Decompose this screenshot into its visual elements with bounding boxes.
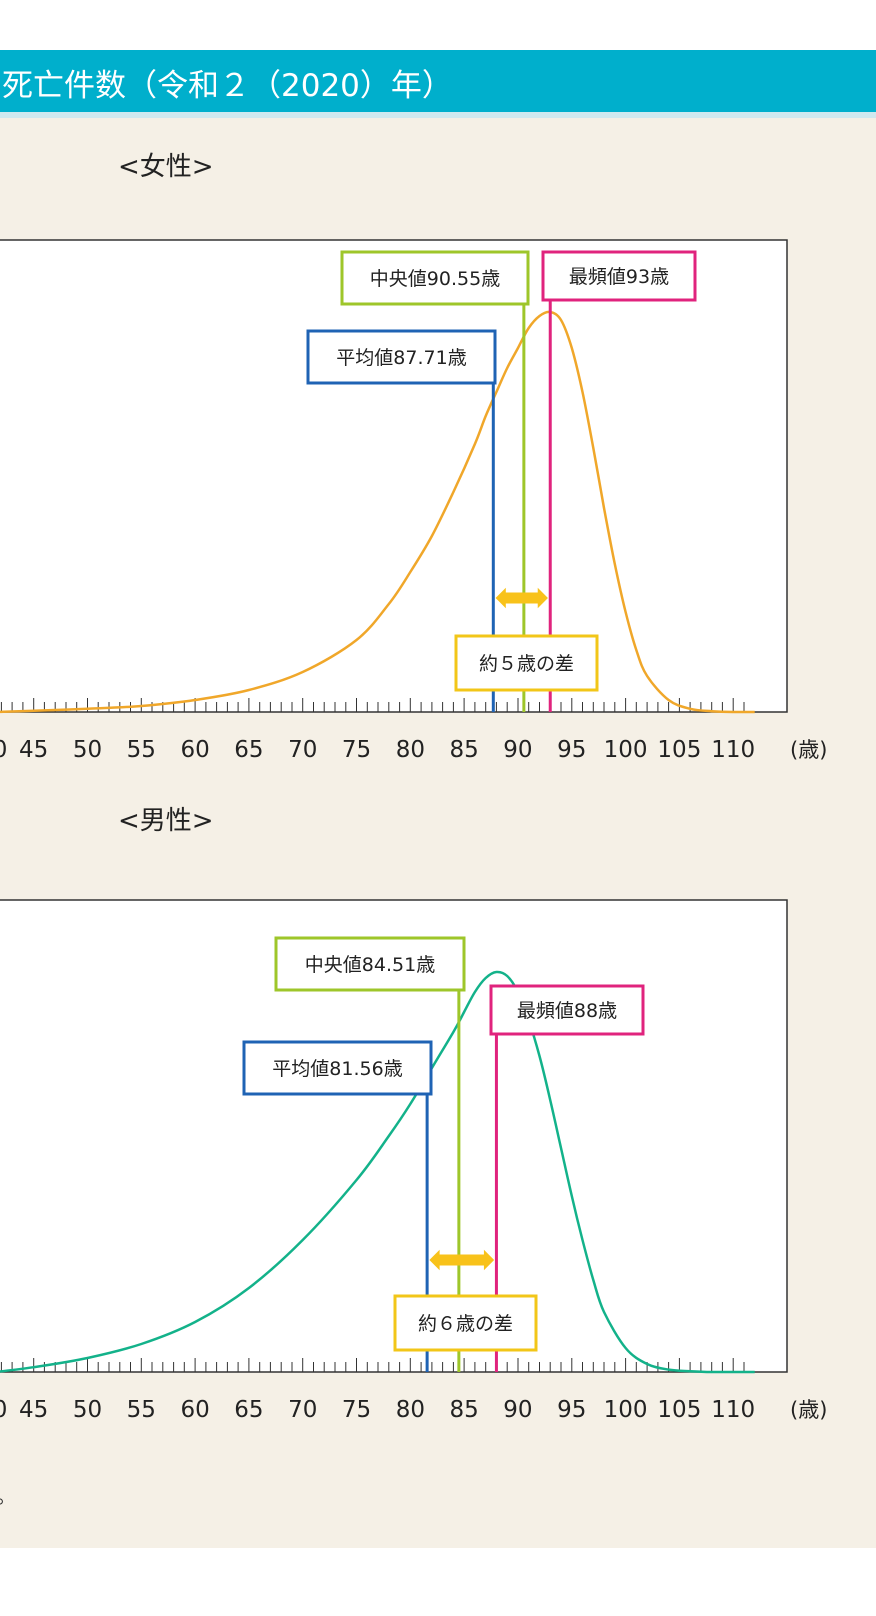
female-x-tick-label: 95 <box>557 737 586 763</box>
page-title: 死亡件数（令和２（2020）年） <box>2 68 453 104</box>
female-x-tick-label: 55 <box>127 737 156 763</box>
male-mode-label-box <box>489 984 645 1036</box>
female-x-tick-label: 90 <box>503 737 532 763</box>
male-mean-label-box <box>242 1040 433 1096</box>
female-x-tick-label-edge: 0 <box>0 737 7 763</box>
male-gap-label-box <box>393 1294 538 1352</box>
male-x-tick-label: 65 <box>234 1397 263 1423</box>
female-median-label: 中央値90.55歳 <box>370 268 500 290</box>
male-x-tick-label: 90 <box>503 1397 532 1423</box>
female-mode-label-box <box>541 250 697 302</box>
female-median-label-box <box>340 250 530 306</box>
male-x-tick-label: 95 <box>557 1397 586 1423</box>
male-x-tick-label: 70 <box>288 1397 317 1423</box>
female-mean-label: 平均値87.71歳 <box>336 347 466 369</box>
male-mean-label: 平均値81.56歳 <box>272 1058 402 1080</box>
female-x-tick-label: 80 <box>396 737 425 763</box>
female-gap-arrow <box>495 587 548 609</box>
male-gap-label: 約６歳の差 <box>418 1313 513 1335</box>
male-x-axis-unit: (歳) <box>790 1398 827 1422</box>
female-x-tick-label: 85 <box>450 737 479 763</box>
male-x-tick-label: 110 <box>711 1397 755 1423</box>
female-gap-label-box <box>454 634 599 692</box>
female-x-ticks <box>0 698 745 712</box>
female-gap-label: 約５歳の差 <box>479 653 574 675</box>
male-x-tick-label: 45 <box>19 1397 48 1423</box>
header-bar <box>0 50 876 118</box>
female-x-tick-label: 110 <box>711 737 755 763</box>
footnote: 。 <box>0 1480 16 1509</box>
female-mean-label-box <box>306 329 497 385</box>
male-chart-title: <男性> <box>118 806 214 836</box>
male-x-tick-label: 85 <box>450 1397 479 1423</box>
female-chart-title: <女性> <box>118 152 214 182</box>
male-x-tick-label: 80 <box>396 1397 425 1423</box>
female-x-tick-label: 45 <box>19 737 48 763</box>
female-x-tick-label: 65 <box>234 737 263 763</box>
male-x-tick-label: 100 <box>604 1397 648 1423</box>
female-x-tick-label: 70 <box>288 737 317 763</box>
female-x-tick-label: 100 <box>604 737 648 763</box>
female-x-tick-label: 75 <box>342 737 371 763</box>
male-x-tick-label-edge: 0 <box>0 1397 7 1423</box>
female-x-tick-label: 105 <box>657 737 701 763</box>
male-x-tick-label: 55 <box>127 1397 156 1423</box>
female-x-tick-label: 50 <box>73 737 102 763</box>
female-mode-label: 最頻値93歳 <box>569 266 669 288</box>
header-underline <box>0 112 876 118</box>
male-gap-arrow <box>429 1249 495 1271</box>
female-x-axis-unit: (歳) <box>790 738 827 762</box>
male-distribution-line <box>0 970 755 1374</box>
male-x-tick-label: 50 <box>73 1397 102 1423</box>
female-plot-frame <box>0 239 788 713</box>
female-x-tick-label: 60 <box>180 737 209 763</box>
male-x-tick-label: 60 <box>180 1397 209 1423</box>
male-x-tick-label: 75 <box>342 1397 371 1423</box>
male-median-label: 中央値84.51歳 <box>305 954 435 976</box>
male-mode-label: 最頻値88歳 <box>517 1000 617 1022</box>
male-x-tick-label: 105 <box>657 1397 701 1423</box>
male-median-label-box <box>274 936 466 992</box>
